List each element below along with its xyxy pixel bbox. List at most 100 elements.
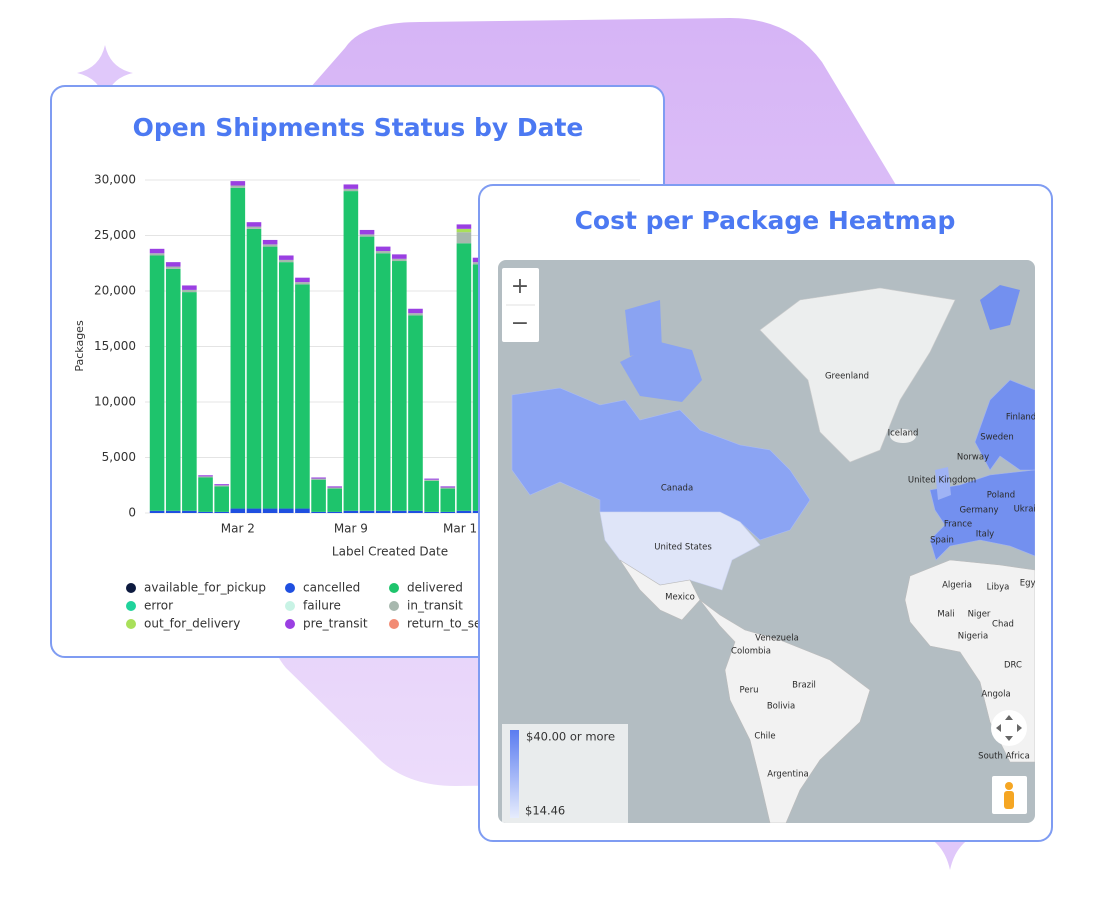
bar-segment xyxy=(230,187,246,509)
bar-segment xyxy=(440,511,456,513)
map-label: Angola xyxy=(981,690,1010,700)
bar-segment xyxy=(327,486,343,488)
map-label: Norway xyxy=(957,453,989,463)
bar-segment xyxy=(456,232,472,244)
y-axis-label: Packages xyxy=(73,320,86,372)
y-tick-label: 15,000 xyxy=(94,339,136,353)
bar-segment xyxy=(149,253,165,256)
bar-segment xyxy=(182,289,197,293)
zoom-in[interactable]: + xyxy=(511,274,529,299)
legend-label: failure xyxy=(303,599,341,613)
bar-segment xyxy=(295,277,310,283)
land xyxy=(974,379,1035,471)
land xyxy=(980,285,1020,330)
map-labels: Greenland Iceland Finland Sweden Norway Unite… xyxy=(654,372,1045,780)
recenter-button[interactable] xyxy=(991,710,1027,746)
bar-segment xyxy=(246,228,262,509)
map-label: South Africa xyxy=(978,752,1030,762)
bar-segment xyxy=(408,313,423,316)
map-label: Bolivia xyxy=(767,702,795,712)
bar-segment xyxy=(327,488,343,512)
map: Greenland Iceland Finland Sweden Norway Unite… xyxy=(498,260,1045,823)
bar-segment xyxy=(149,248,165,254)
land xyxy=(759,287,956,463)
bar-segment xyxy=(149,255,165,511)
bar-segment xyxy=(165,268,181,511)
x-tick-label: Mar 16 xyxy=(443,522,485,536)
legend-label: error xyxy=(144,599,173,613)
bar-segment xyxy=(456,243,472,511)
bar-segment xyxy=(214,486,229,512)
bar-segment xyxy=(359,229,375,235)
bar-segment xyxy=(214,511,229,513)
zoom-out[interactable]: − xyxy=(511,311,529,336)
bar-segment xyxy=(359,510,375,513)
bar-segment xyxy=(198,477,213,512)
map-label: Peru xyxy=(740,686,759,696)
bar-segment xyxy=(230,185,246,188)
y-tick-label: 25,000 xyxy=(94,228,136,242)
bar-segment xyxy=(262,246,278,509)
map-label: Italy xyxy=(976,530,994,540)
bar-segment xyxy=(408,510,423,513)
bar-segment xyxy=(375,510,391,513)
land xyxy=(620,342,702,402)
bar-segment xyxy=(424,511,439,513)
bar-segment xyxy=(408,308,423,314)
bar-segment xyxy=(182,292,197,511)
y-tick-label: 30,000 xyxy=(94,173,136,187)
bar-segment xyxy=(149,510,165,513)
bar-segment xyxy=(262,244,278,247)
bar-segment xyxy=(165,262,181,267)
legend-swatch xyxy=(285,619,295,629)
map-label: Nigeria xyxy=(958,632,988,642)
heat-legend-bar xyxy=(510,730,519,818)
map-label: United Kingdom xyxy=(908,476,976,486)
bar-segment xyxy=(246,226,262,229)
bar-segment xyxy=(456,510,472,513)
button-bg xyxy=(991,710,1027,746)
bar-segment xyxy=(440,488,456,512)
y-tick-label: 0 xyxy=(128,506,136,520)
x-axis-label: Label Created Date xyxy=(332,545,448,559)
bar-segment xyxy=(230,508,246,513)
y-tick-label: 5,000 xyxy=(102,450,136,464)
x-tick-label: Mar 2 xyxy=(221,522,255,536)
map-label: France xyxy=(944,520,972,530)
bar-segment xyxy=(343,510,359,513)
bar-segment xyxy=(278,262,294,509)
map-label: Brazil xyxy=(792,681,816,691)
bar-segment xyxy=(295,282,310,285)
bar-segment xyxy=(278,508,294,513)
y-tick-label: 10,000 xyxy=(94,395,136,409)
bar-segment xyxy=(424,480,439,512)
bar-segment xyxy=(343,184,359,189)
legend-swatch xyxy=(389,619,399,629)
bar-segment xyxy=(392,258,407,262)
bar-segment xyxy=(214,485,229,487)
map-label: Greenland xyxy=(825,372,869,382)
bar-segment xyxy=(408,315,423,511)
bar-segment xyxy=(214,484,229,486)
land xyxy=(625,300,662,356)
bar-segment xyxy=(262,508,278,513)
land xyxy=(511,387,811,541)
icon xyxy=(1005,782,1013,790)
map-label: Finland xyxy=(1006,413,1036,423)
bar-segment xyxy=(392,254,407,259)
bar-segment xyxy=(440,487,456,489)
bar-segment xyxy=(456,224,472,229)
heat-legend-max: $40.00 or more xyxy=(526,730,615,744)
map-label: Egypt xyxy=(1020,579,1045,589)
sparkle xyxy=(77,45,133,101)
street-view-button[interactable] xyxy=(992,776,1027,814)
land xyxy=(699,599,871,823)
map-label: Poland xyxy=(987,491,1015,501)
map-label: Chile xyxy=(754,732,775,742)
bar-segment xyxy=(278,259,294,263)
bar-segment xyxy=(424,479,439,481)
x-tick-label: Mar 9 xyxy=(334,522,368,536)
bar-segment xyxy=(343,188,359,192)
